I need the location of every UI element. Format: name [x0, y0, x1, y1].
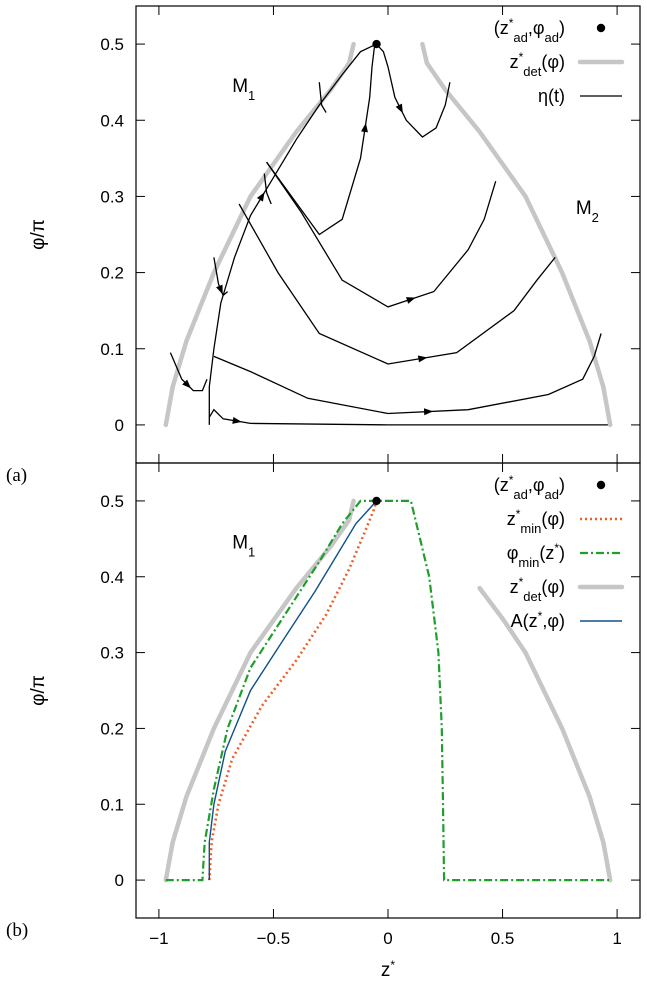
region-label: M1 [232, 76, 255, 103]
ticks-layer: 0 0.1 0.2 0.3 0.4 0.5 [100, 6, 640, 463]
flow-arrow [423, 408, 434, 416]
ticks-layer: 0 0.1 0.2 0.3 0.4 0.5 −1 −0.5 0 0.5 1 [100, 463, 640, 948]
y-tick-label: 0.2 [100, 719, 124, 738]
adiabatic-point [372, 39, 381, 49]
series-line-thick-gray [477, 585, 613, 883]
y-tick-label: 0.1 [100, 340, 124, 359]
y-tick-label: 0.3 [100, 187, 124, 206]
series-line-thin-black [208, 408, 608, 426]
x-tick-label: −0.5 [257, 929, 291, 948]
legend-label: z*min(φ) [507, 507, 565, 536]
flow-arrow [256, 192, 265, 202]
legend-label: (z*ad,φad) [494, 473, 565, 502]
legend-label: φmin(z*) [507, 541, 565, 570]
legend-swatch [596, 23, 606, 33]
series-layer [163, 39, 613, 428]
legend: (z*ad,φad) z*min(φ) φmin(z*) z*det(φ) A(z*,φ… [494, 473, 625, 631]
series-line-thick-gray [163, 498, 356, 883]
adiabatic-point [372, 496, 381, 506]
region-labels: M1 M2 [232, 76, 599, 224]
panel-b: 0 0.1 0.2 0.3 0.4 0.5 −1 −0.5 0 0.5 1 (b) φ/π z* M… [6, 462, 641, 981]
series-line-thin-black [213, 333, 602, 415]
series-layer [163, 496, 613, 883]
y-tick-label: 0 [115, 416, 124, 435]
series-line-thick-gray [420, 41, 613, 428]
x-tick-label: 0 [383, 929, 392, 948]
legend-label: z*det(φ) [510, 50, 565, 79]
y-tick-label: 0.4 [100, 111, 124, 130]
legend-label: (z*ad,φad) [494, 16, 565, 45]
series-line-thin-black [266, 161, 497, 308]
y-tick-label: 0.3 [100, 644, 124, 663]
legend-label: A(z*,φ) [511, 609, 565, 631]
flow-arrow [395, 103, 403, 114]
series-line-thin-black [266, 43, 378, 236]
flow-arrow [182, 379, 192, 389]
y-tick-label: 0.4 [100, 568, 124, 587]
y-axis-label: φ/π [28, 219, 49, 250]
series-line-orange-dotted [208, 500, 378, 881]
series-line-thin-black [376, 43, 451, 138]
y-tick-label: 0.2 [100, 264, 124, 283]
flow-arrow [405, 297, 416, 304]
x-tick-label: −1 [149, 929, 168, 948]
series-line-thin-black [318, 82, 327, 113]
flow-arrow [361, 122, 368, 133]
legend-swatch [596, 480, 606, 490]
panel-label: (a) [6, 465, 27, 486]
region-label: M2 [576, 198, 599, 225]
legend-label: η(t) [538, 86, 565, 106]
flow-arrow [232, 416, 242, 424]
series-line-thin-black [169, 352, 208, 392]
flow-arrow [216, 284, 223, 295]
y-tick-label: 0.5 [100, 35, 124, 54]
panel-label: (b) [6, 920, 28, 941]
x-axis-label: z* [381, 958, 396, 981]
region-label: M1 [232, 533, 255, 560]
legend: (z*ad,φad) z*det(φ) η(t) [494, 16, 625, 106]
series-line-thin-black [263, 173, 272, 205]
y-tick-label: 0.5 [100, 492, 124, 511]
legend-label: z*det(φ) [510, 575, 565, 604]
series-line-thick-gray [163, 41, 356, 428]
x-tick-label: 1 [612, 929, 621, 948]
series-line-thin-black [238, 203, 556, 365]
region-labels: M1 [232, 533, 255, 560]
y-tick-label: 0.1 [100, 795, 124, 814]
y-tick-label: 0 [115, 871, 124, 890]
flow-arrow [417, 355, 428, 363]
series-line-thin-blue [208, 500, 378, 881]
plot-frame [135, 5, 641, 464]
y-axis-label: φ/π [28, 675, 49, 706]
x-tick-label: 0.5 [491, 929, 515, 948]
panel-a: 0 0.1 0.2 0.3 0.4 0.5 (a) φ/π M1 M2 (z*ad,φad)… [6, 5, 641, 486]
